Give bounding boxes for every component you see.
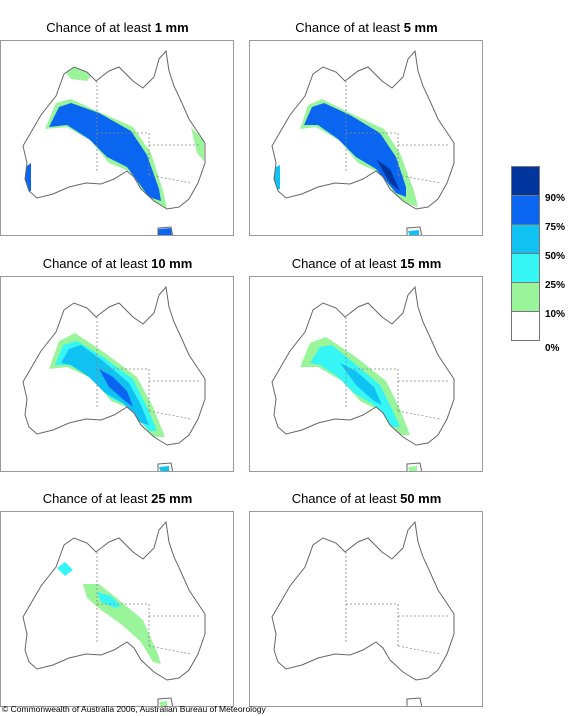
tas-blue bbox=[158, 228, 172, 235]
legend-swatch-0 bbox=[511, 311, 540, 341]
australia-map bbox=[249, 511, 483, 707]
tasmania-coastline bbox=[157, 697, 174, 706]
tas bbox=[408, 466, 417, 471]
australia-map bbox=[249, 40, 483, 236]
coast-sw-blue bbox=[23, 163, 31, 191]
coast-east-green bbox=[191, 127, 204, 161]
coast-nw bbox=[57, 562, 73, 576]
state-borders bbox=[96, 81, 201, 184]
panel-title: Chance of at least 5 mm bbox=[295, 20, 438, 35]
coast-sw bbox=[272, 165, 280, 191]
panel-title: Chance of at least 25 mm bbox=[42, 491, 193, 506]
legend-swatch-50 bbox=[511, 224, 540, 254]
tas bbox=[159, 701, 167, 706]
coastline bbox=[271, 285, 455, 446]
australia-map bbox=[0, 40, 234, 236]
panel-title: Chance of at least 15 mm bbox=[291, 256, 442, 271]
coastline bbox=[22, 49, 206, 210]
band-25pct bbox=[310, 345, 400, 427]
legend-label-75: 75% bbox=[545, 222, 566, 233]
panel-title: Chance of at least 50 mm bbox=[291, 491, 442, 506]
probability-legend: 90% 75% 50% 25% 10% 0% bbox=[511, 166, 565, 354]
tasmania-coastline bbox=[406, 697, 423, 706]
mainland-fill bbox=[272, 522, 454, 680]
legend-label-0: 0% bbox=[545, 343, 560, 354]
state-borders bbox=[96, 317, 201, 420]
legend-label-10: 10% bbox=[545, 309, 566, 320]
band-75pct bbox=[49, 103, 161, 201]
legend-label-25: 25% bbox=[545, 280, 566, 291]
legend-swatch-90 bbox=[511, 166, 540, 196]
state-borders bbox=[345, 317, 450, 420]
panel-title: Chance of at least 1 mm bbox=[46, 20, 189, 35]
tasmania-coastline bbox=[157, 462, 174, 471]
band-75pct bbox=[304, 103, 406, 197]
coastline bbox=[271, 49, 455, 210]
australia-map bbox=[249, 276, 483, 472]
coastline bbox=[22, 285, 206, 446]
band-90pct bbox=[376, 159, 400, 191]
legend-swatch-75 bbox=[511, 195, 540, 225]
tasmania-coastline bbox=[157, 226, 174, 235]
tas bbox=[408, 230, 419, 235]
tasmania-fill bbox=[407, 698, 422, 706]
band-50pct bbox=[61, 345, 149, 425]
legend-label-50: 50% bbox=[545, 251, 566, 262]
state-borders bbox=[345, 81, 450, 184]
band-50pct bbox=[340, 363, 382, 405]
tas bbox=[159, 466, 169, 471]
tasmania-coastline bbox=[406, 462, 423, 471]
state-borders bbox=[96, 552, 201, 655]
legend-label-90: 90% bbox=[545, 193, 566, 204]
tasmania-coastline bbox=[406, 226, 423, 235]
band-75pct bbox=[99, 369, 133, 407]
coastline bbox=[271, 520, 455, 681]
panel-title: Chance of at least 10 mm bbox=[42, 256, 193, 271]
legend-swatch-25 bbox=[511, 253, 540, 283]
legend-swatch-10 bbox=[511, 282, 540, 312]
coastline bbox=[22, 520, 206, 681]
australia-map bbox=[0, 511, 234, 707]
state-borders bbox=[345, 552, 450, 655]
copyright-notice: © Commonwealth of Australia 2006, Austra… bbox=[2, 704, 266, 714]
australia-map bbox=[0, 276, 234, 472]
